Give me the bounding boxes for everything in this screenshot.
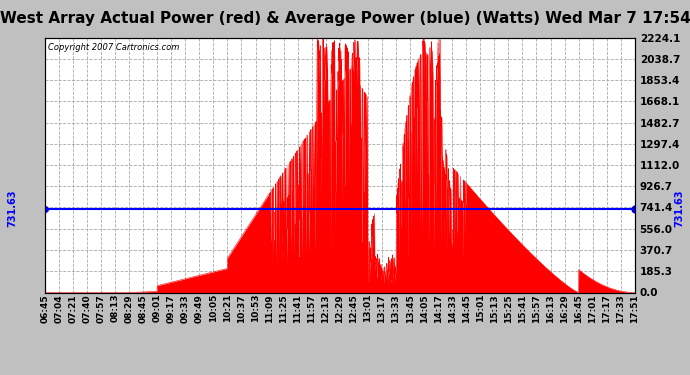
Text: 731.63: 731.63 xyxy=(8,190,17,227)
Text: West Array Actual Power (red) & Average Power (blue) (Watts) Wed Mar 7 17:54: West Array Actual Power (red) & Average … xyxy=(0,11,690,26)
Text: Copyright 2007 Cartronics.com: Copyright 2007 Cartronics.com xyxy=(48,43,179,52)
Text: 731.63: 731.63 xyxy=(674,190,684,227)
